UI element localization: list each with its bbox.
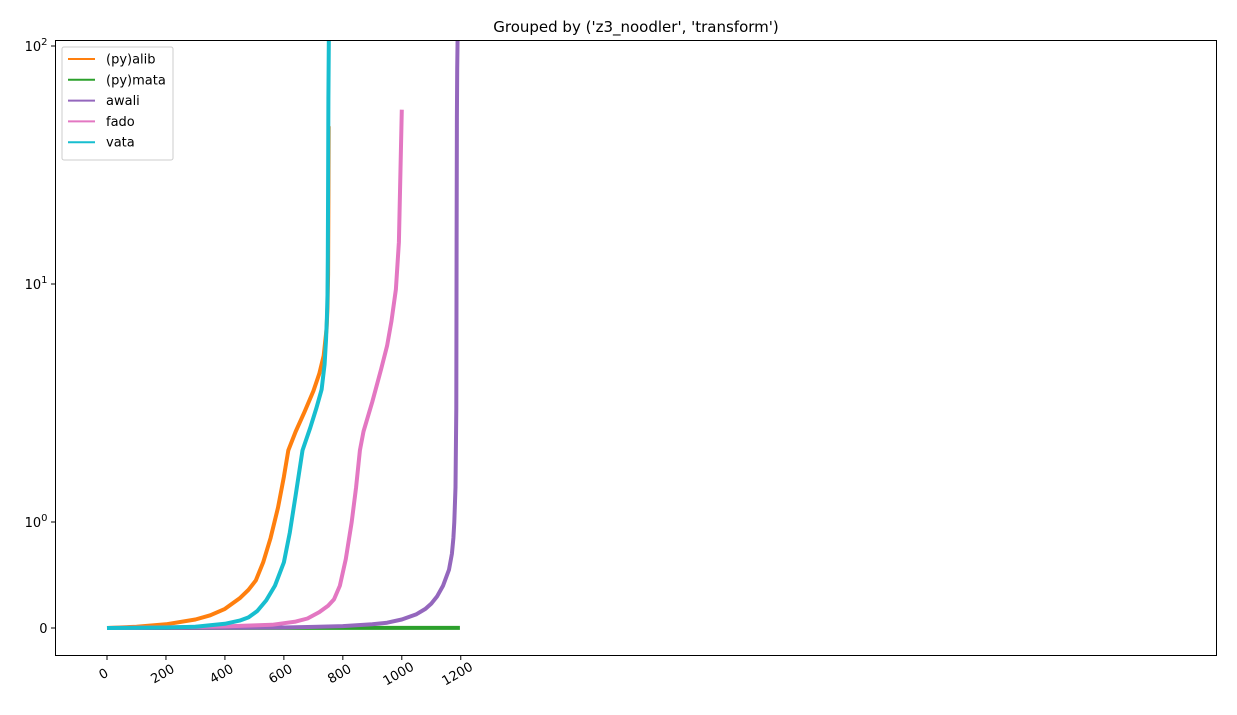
y-axis: 0 100 101 102: [25, 37, 56, 637]
x-tick-label: 1000: [381, 660, 417, 690]
legend-label: (py)alib: [106, 53, 156, 68]
y-tick-label: 101: [25, 275, 48, 293]
plot-frame: [55, 40, 1217, 656]
legend: (py)alib (py)mata awali fado vata: [61, 46, 174, 161]
legend-label: fado: [106, 115, 135, 130]
legend-label: awali: [106, 94, 140, 109]
x-tick-label: 800: [325, 662, 354, 687]
y-tick-label: 100: [25, 513, 48, 531]
x-tick-label: 200: [148, 662, 177, 687]
chart-title: Grouped by ('z3_noodler', 'transform'): [493, 18, 778, 37]
legend-label: vata: [106, 136, 135, 151]
series-line-py-alib: [106, 126, 331, 630]
y-tick-label: 102: [25, 37, 48, 55]
series-line-awali: [106, 40, 460, 630]
legend-label: (py)mata: [106, 73, 166, 88]
x-tick-label: 0: [97, 666, 112, 683]
y-tick-label: 0: [39, 622, 47, 637]
series-line-fado: [106, 109, 404, 630]
series-lines: [106, 40, 460, 630]
x-tick-label: 400: [207, 662, 236, 687]
x-tick-label: 1200: [440, 660, 476, 690]
legend-box: [61, 46, 174, 161]
x-axis: 0 200 400 600 800 1000 1200: [97, 655, 476, 690]
x-tick-label: 600: [266, 662, 295, 687]
series-line-vata: [106, 40, 331, 630]
